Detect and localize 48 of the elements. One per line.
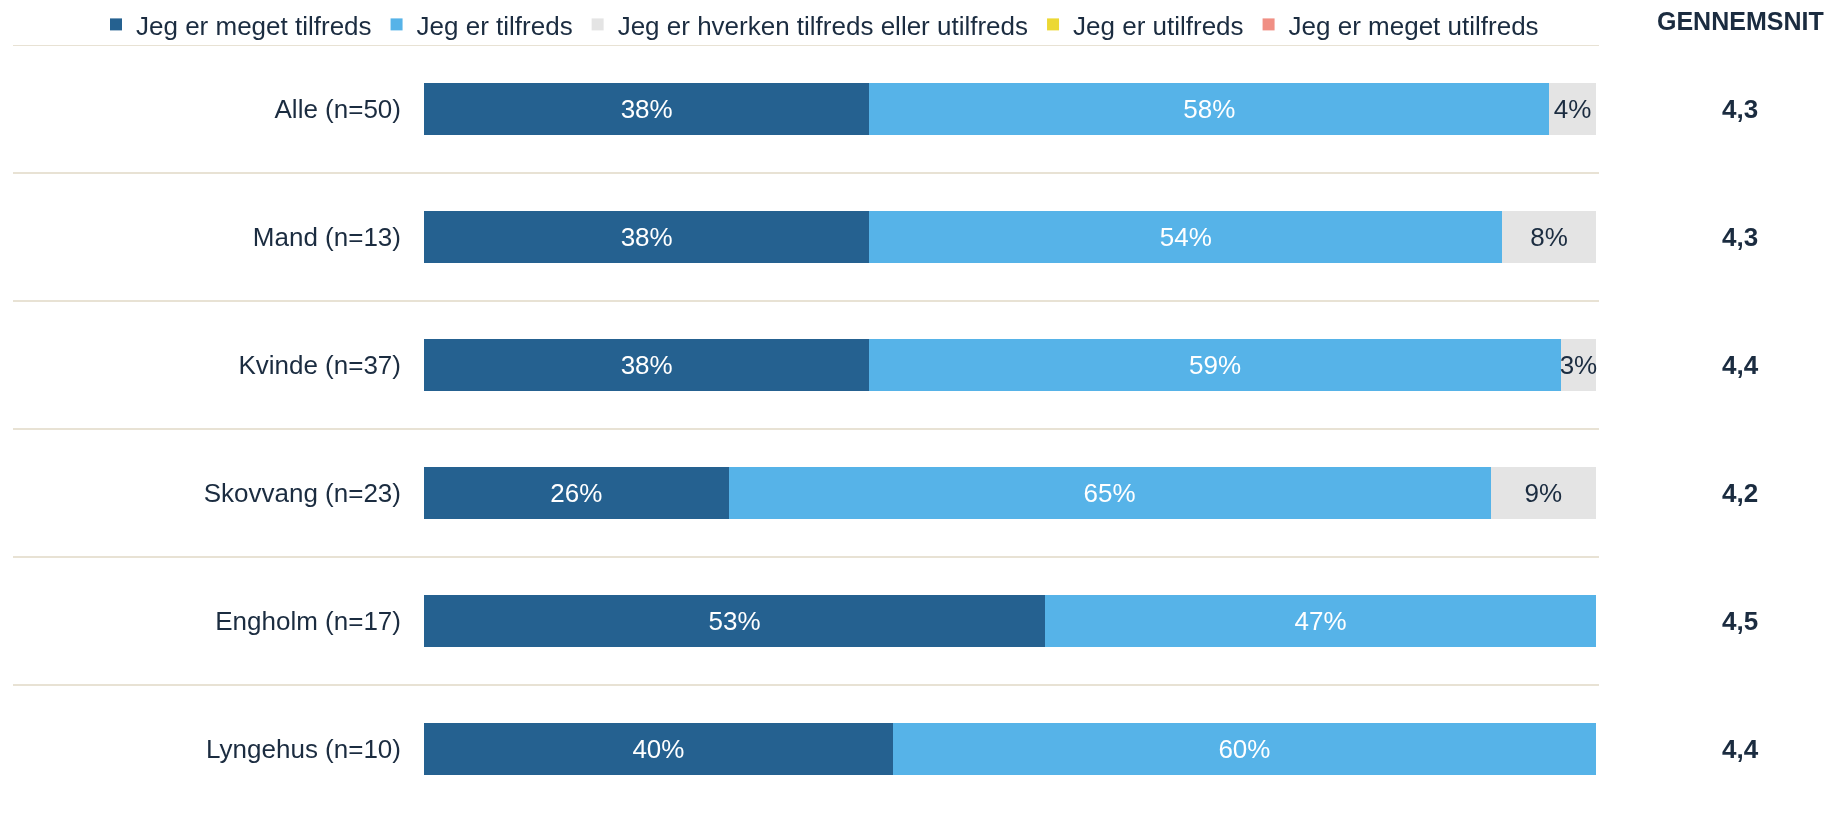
text: 4,4 bbox=[1722, 734, 1759, 764]
bar bbox=[424, 339, 870, 391]
bar bbox=[728, 467, 1491, 519]
text: 4,3 bbox=[1722, 222, 1759, 252]
data-label: 38% bbox=[620, 222, 673, 252]
text: 4,5 bbox=[1722, 606, 1759, 636]
legend-label: Jeg er tilfreds bbox=[416, 10, 573, 41]
data-label: 8% bbox=[1530, 222, 1568, 252]
bar bbox=[424, 467, 729, 519]
data-label: 54% bbox=[1159, 222, 1212, 252]
bar bbox=[424, 83, 870, 135]
data-label: 58% bbox=[1183, 94, 1236, 124]
data-label: 26% bbox=[550, 478, 603, 508]
data-label: 47% bbox=[1294, 606, 1347, 636]
legend-label: Jeg er hverken tilfreds eller utilfreds bbox=[617, 10, 1029, 41]
y-tick-label: Mand (n=13) bbox=[252, 222, 401, 253]
data-label: 60% bbox=[1218, 734, 1271, 764]
legend-label: Jeg er meget utilfreds bbox=[1288, 10, 1539, 41]
y-tick-label: Engholm (n=17) bbox=[215, 606, 401, 637]
data-label: 65% bbox=[1083, 478, 1136, 508]
data-label: 59% bbox=[1189, 350, 1242, 380]
bar bbox=[869, 339, 1561, 391]
text: 4,3 bbox=[1722, 94, 1759, 124]
bar bbox=[424, 723, 893, 775]
data-label: 53% bbox=[708, 606, 761, 636]
data-label: 3% bbox=[1559, 350, 1598, 380]
bar bbox=[869, 211, 1503, 263]
bar bbox=[869, 83, 1550, 135]
data-label: 40% bbox=[632, 734, 685, 764]
bar bbox=[1045, 595, 1596, 647]
text: GENNEMSNIT bbox=[1657, 7, 1824, 35]
text: 4,2 bbox=[1722, 478, 1759, 508]
y-tick-label: Skovvang (n=23) bbox=[203, 478, 401, 509]
bar bbox=[424, 595, 1046, 647]
legend-label: Jeg er meget tilfreds bbox=[136, 10, 372, 41]
bar bbox=[1490, 467, 1596, 519]
text: 4,4 bbox=[1722, 350, 1759, 380]
legend-label: Jeg er utilfreds bbox=[1073, 10, 1244, 41]
bar bbox=[892, 723, 1596, 775]
data-label: 38% bbox=[620, 350, 673, 380]
y-tick-label: Kvinde (n=37) bbox=[238, 350, 401, 381]
bar bbox=[1502, 211, 1596, 263]
data-label: 9% bbox=[1524, 478, 1563, 508]
y-tick-label: Lyngehus (n=10) bbox=[206, 734, 401, 765]
data-label: 38% bbox=[620, 94, 673, 124]
y-tick-label: Alle (n=50) bbox=[274, 94, 401, 125]
data-label: 4% bbox=[1553, 94, 1592, 124]
bar bbox=[424, 211, 870, 263]
